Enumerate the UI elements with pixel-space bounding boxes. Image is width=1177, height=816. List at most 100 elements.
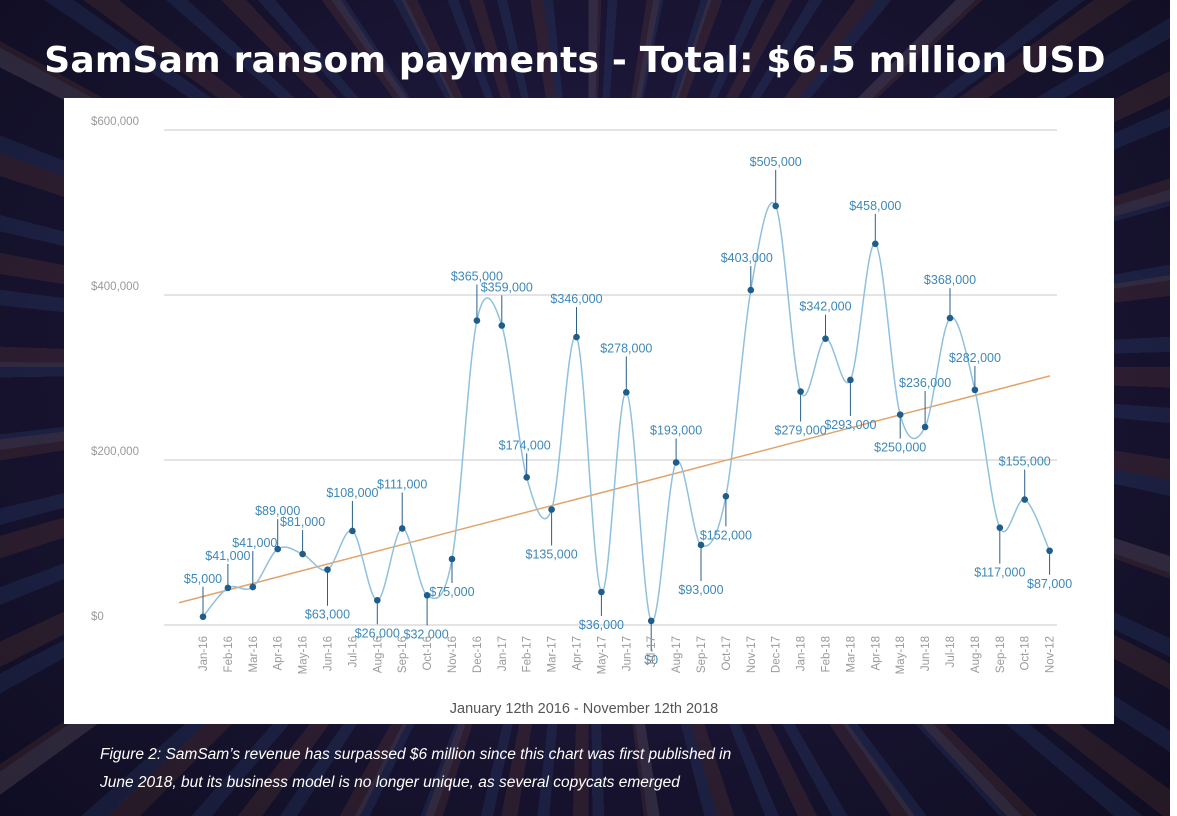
x-axis-ticks: Jan-16 Feb-16 Mar-16 Apr-16 May-16 Jun-16 Jul-… — [198, 636, 1057, 674]
data-label: $458,000 — [849, 199, 901, 213]
x-tick-label: Mar-17 — [547, 636, 559, 672]
data-point — [797, 388, 804, 395]
data-label: $111,000 — [377, 477, 427, 491]
label-leaders — [202, 169, 1051, 651]
data-labels: $5,000 $41,000$41,000 $89,000$81,000 $63,00… — [184, 155, 1072, 667]
x-tick-label: Jul-17 — [646, 636, 658, 667]
data-label: $279,000 — [775, 424, 827, 438]
data-point — [199, 613, 207, 621]
data-label: $0 — [644, 653, 658, 667]
x-tick-label: Sep-16 — [397, 636, 409, 673]
page-title: SamSam ransom payments - Total: $6.5 mil… — [44, 40, 1106, 81]
data-label: $365,000 — [451, 270, 503, 284]
data-label: $342,000 — [799, 300, 851, 314]
x-tick-label: May-18 — [895, 636, 907, 674]
data-point — [349, 527, 356, 535]
x-tick-label: Jul-18 — [945, 636, 957, 667]
x-tick-label: Sep-18 — [995, 636, 1007, 673]
x-tick-label: Jul-16 — [347, 636, 359, 667]
data-label: $505,000 — [750, 155, 802, 169]
data-point — [423, 592, 431, 599]
chart-svg: $0 $200,000 $400,000 $600,000 $5,000 $41,000… — [91, 116, 1072, 717]
figure-caption: Figure 2: SamSam’s revenue has surpassed… — [100, 741, 860, 797]
chart-panel: $0 $200,000 $400,000 $600,000 $5,000 $41,000… — [64, 98, 1114, 724]
data-point — [847, 376, 854, 384]
x-tick-label: Sep-17 — [696, 636, 708, 673]
x-tick-label: Dec-17 — [771, 636, 783, 673]
data-point — [448, 555, 456, 563]
data-label: $89,000 — [255, 504, 300, 518]
data-label: $236,000 — [899, 376, 951, 390]
data-label: $108,000 — [326, 486, 378, 500]
data-point — [224, 584, 232, 592]
x-tick-label: May-16 — [298, 636, 310, 674]
data-point — [523, 474, 530, 481]
page-edge — [1170, 0, 1177, 816]
data-point — [374, 596, 381, 604]
x-tick-label: Jan-16 — [198, 636, 210, 671]
y-tick-label: $0 — [91, 611, 104, 623]
data-point — [722, 493, 730, 500]
data-label: $87,000 — [1027, 577, 1072, 591]
data-point — [573, 333, 580, 341]
x-tick-label: Jan-17 — [497, 636, 509, 671]
data-point — [697, 541, 705, 549]
data-point — [548, 506, 555, 513]
data-label: $26,000 — [355, 626, 400, 640]
x-tick-label: Mar-16 — [248, 636, 260, 672]
data-point — [672, 459, 680, 466]
data-label: $81,000 — [280, 515, 325, 529]
data-points — [199, 202, 1053, 625]
x-tick-label: Apr-18 — [870, 636, 882, 671]
data-point — [971, 386, 979, 394]
x-tick-label: Jun-17 — [621, 636, 633, 671]
data-label: $5,000 — [184, 572, 222, 586]
data-point — [822, 335, 829, 343]
data-label: $174,000 — [499, 438, 551, 452]
data-label: $293,000 — [824, 418, 876, 432]
x-tick-label: Aug-17 — [671, 636, 683, 673]
data-point — [473, 317, 481, 324]
data-label: $93,000 — [678, 583, 723, 597]
x-tick-label: Jun-16 — [323, 636, 335, 671]
x-tick-label: Nov-17 — [746, 636, 758, 673]
data-label: $282,000 — [949, 351, 1001, 365]
data-label: $135,000 — [526, 548, 578, 562]
data-point — [996, 524, 1004, 531]
data-point — [598, 588, 605, 596]
x-tick-label: Oct-16 — [422, 636, 434, 671]
data-label: $32,000 — [404, 627, 449, 641]
data-point — [872, 240, 879, 248]
data-point — [896, 411, 904, 418]
data-label: $359,000 — [481, 281, 533, 295]
data-label: $250,000 — [874, 441, 926, 455]
data-point — [274, 545, 281, 553]
x-tick-label: Jun-18 — [920, 636, 932, 671]
data-label: $36,000 — [579, 618, 624, 632]
data-label: $155,000 — [999, 455, 1051, 469]
y-tick-label: $200,000 — [91, 446, 139, 458]
x-tick-label: Aug-18 — [970, 636, 982, 673]
x-tick-label: Dec-16 — [472, 636, 484, 673]
caption-line-1: Figure 2: SamSam’s revenue has surpassed… — [100, 746, 732, 763]
data-point — [921, 423, 929, 431]
data-label: $117,000 — [974, 566, 1025, 580]
x-tick-label: Jan-18 — [796, 636, 808, 671]
data-point — [623, 389, 630, 396]
data-label: $403,000 — [721, 251, 773, 265]
data-label: $368,000 — [924, 273, 976, 287]
data-point — [398, 525, 406, 532]
data-point — [772, 202, 779, 210]
x-tick-label: Mar-18 — [845, 636, 857, 672]
x-axis-label: January 12th 2016 - November 12th 2018 — [450, 701, 718, 717]
x-tick-label: Feb-18 — [821, 636, 833, 672]
data-label: $346,000 — [550, 292, 602, 306]
x-tick-label: Feb-17 — [522, 636, 534, 672]
y-axis-ticks: $0 $200,000 $400,000 $600,000 — [91, 116, 139, 623]
data-label: $278,000 — [600, 341, 652, 355]
data-point — [1046, 547, 1053, 555]
x-tick-label: Feb-16 — [223, 636, 235, 672]
data-point — [747, 286, 755, 294]
x-tick-label: Apr-17 — [572, 636, 584, 671]
y-tick-label: $400,000 — [91, 281, 139, 293]
